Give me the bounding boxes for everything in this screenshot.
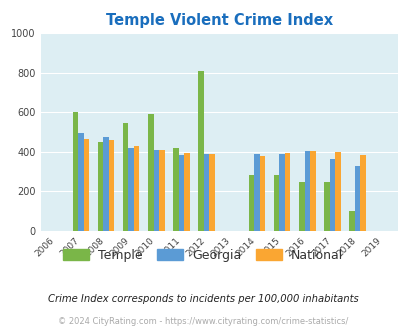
Bar (248, 175, 254, 231)
Bar (109, 140, 114, 231)
Bar (123, 123, 128, 231)
Bar (259, 156, 264, 231)
Bar (348, 211, 354, 231)
Bar (184, 153, 189, 231)
Bar (284, 153, 290, 231)
Text: © 2024 CityRating.com - https://www.cityrating.com/crime-statistics/: © 2024 CityRating.com - https://www.city… (58, 317, 347, 326)
Bar (273, 175, 279, 231)
Bar (209, 154, 214, 231)
Bar (329, 159, 335, 231)
Bar (203, 154, 209, 231)
Bar (134, 146, 139, 231)
Bar (298, 182, 304, 231)
Bar (148, 114, 153, 231)
Bar (72, 112, 78, 231)
Bar (304, 151, 309, 231)
Bar (103, 137, 109, 231)
Bar (173, 148, 178, 231)
Bar (279, 154, 284, 231)
Bar (83, 139, 89, 231)
Legend: Temple, Georgia, National: Temple, Georgia, National (58, 244, 347, 266)
Bar (335, 152, 340, 231)
Bar (78, 133, 83, 231)
Bar (153, 150, 159, 231)
Bar (360, 155, 365, 231)
Bar (309, 151, 315, 231)
Bar (254, 154, 259, 231)
Bar (354, 166, 360, 231)
Bar (198, 71, 203, 231)
Bar (128, 148, 134, 231)
Bar (98, 142, 103, 231)
Text: Crime Index corresponds to incidents per 100,000 inhabitants: Crime Index corresponds to incidents per… (47, 294, 358, 304)
Title: Temple Violent Crime Index: Temple Violent Crime Index (105, 13, 332, 28)
Bar (178, 155, 184, 231)
Bar (323, 182, 329, 231)
Bar (159, 150, 164, 231)
